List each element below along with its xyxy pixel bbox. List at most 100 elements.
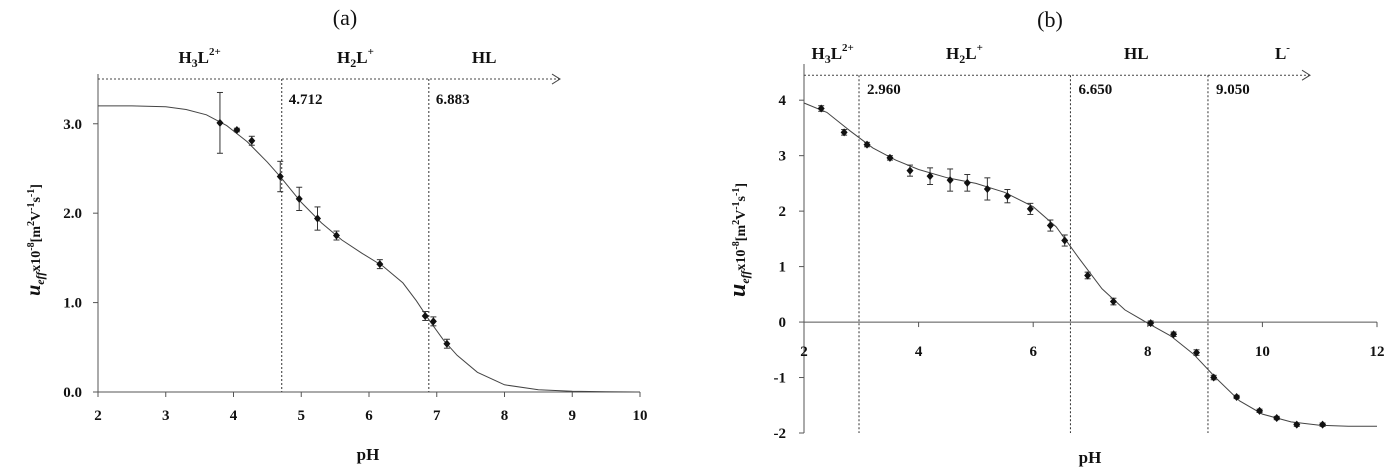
data-marker bbox=[886, 153, 894, 162]
data-marker bbox=[863, 140, 871, 149]
x-tick-label: 8 bbox=[501, 408, 509, 424]
data-point bbox=[1147, 319, 1155, 328]
data-marker bbox=[376, 260, 384, 269]
data-point bbox=[1256, 406, 1264, 415]
x-tick-label: 8 bbox=[1144, 344, 1152, 360]
data-point bbox=[1210, 373, 1218, 382]
data-marker bbox=[429, 317, 437, 326]
species-label: H2L+ bbox=[337, 46, 374, 70]
y-tick-label: 2.0 bbox=[63, 206, 82, 222]
pka-label: 2.960 bbox=[867, 82, 901, 98]
x-tick-label: 9 bbox=[569, 408, 577, 424]
y-tick-label: -2 bbox=[774, 426, 787, 442]
species-label: H2L+ bbox=[946, 42, 983, 66]
panel-label: (a) bbox=[333, 5, 357, 30]
y-tick-label: 4 bbox=[779, 93, 787, 109]
data-point bbox=[443, 338, 451, 349]
y-tick-label: 3 bbox=[779, 149, 787, 165]
data-point bbox=[1061, 234, 1069, 247]
y-tick-label: 2 bbox=[779, 204, 787, 220]
x-tick-label: 10 bbox=[633, 408, 648, 424]
data-marker bbox=[332, 231, 340, 240]
data-marker bbox=[233, 126, 241, 135]
data-point bbox=[1003, 188, 1011, 204]
x-tick-label: 12 bbox=[1370, 344, 1385, 360]
data-point bbox=[1084, 271, 1092, 280]
data-marker bbox=[314, 214, 322, 223]
data-marker bbox=[840, 128, 848, 137]
species-axis-arrow-icon bbox=[551, 73, 561, 85]
data-marker bbox=[906, 166, 914, 175]
data-marker bbox=[276, 172, 284, 181]
data-point bbox=[429, 316, 437, 327]
data-marker bbox=[1273, 414, 1281, 423]
data-marker bbox=[1256, 406, 1264, 415]
data-point bbox=[1109, 297, 1117, 306]
x-tick-label: 7 bbox=[433, 408, 441, 424]
data-point bbox=[421, 311, 429, 321]
data-marker bbox=[1233, 392, 1241, 401]
data-point bbox=[1273, 414, 1281, 423]
data-marker bbox=[1193, 348, 1201, 357]
y-tick-label: 0.0 bbox=[63, 385, 82, 401]
species-label: H3L2+ bbox=[178, 46, 220, 70]
data-marker bbox=[248, 136, 256, 145]
y-tick-label: 3.0 bbox=[63, 117, 82, 133]
y-tick-label: 1.0 bbox=[63, 296, 82, 312]
data-marker bbox=[926, 172, 934, 181]
y-tick-label: -1 bbox=[774, 371, 787, 387]
data-marker bbox=[1046, 221, 1054, 230]
data-point bbox=[963, 174, 971, 192]
x-tick-label: 5 bbox=[298, 408, 306, 424]
data-point bbox=[1319, 420, 1327, 429]
data-point bbox=[248, 135, 256, 146]
data-marker bbox=[946, 176, 954, 185]
data-marker bbox=[1210, 373, 1218, 382]
y-tick-label: 1 bbox=[779, 260, 787, 276]
x-tick-label: 4 bbox=[915, 344, 923, 360]
species-label: L- bbox=[1275, 42, 1290, 63]
data-point bbox=[376, 259, 384, 270]
data-point bbox=[1293, 420, 1301, 429]
data-point bbox=[886, 153, 894, 162]
fit-curve-line bbox=[803, 102, 1377, 427]
data-point bbox=[817, 104, 825, 113]
pka-label: 6.883 bbox=[436, 92, 470, 108]
data-point bbox=[906, 164, 914, 177]
data-point bbox=[216, 91, 224, 154]
data-point bbox=[295, 186, 303, 211]
data-point bbox=[332, 230, 340, 241]
x-axis-label: pH bbox=[1079, 448, 1102, 467]
data-marker bbox=[216, 118, 224, 127]
data-marker bbox=[963, 178, 971, 187]
data-point bbox=[1170, 330, 1178, 339]
data-point bbox=[276, 160, 284, 193]
data-marker bbox=[1003, 192, 1011, 201]
data-point bbox=[840, 128, 848, 137]
data-marker bbox=[1061, 236, 1069, 245]
species-label: HL bbox=[1124, 44, 1149, 63]
data-marker bbox=[1026, 204, 1034, 213]
data-marker bbox=[1170, 330, 1178, 339]
data-marker bbox=[1109, 297, 1117, 306]
data-point bbox=[1026, 202, 1034, 215]
data-point bbox=[926, 167, 934, 185]
data-point bbox=[983, 177, 991, 201]
data-marker bbox=[295, 194, 303, 203]
x-tick-label: 6 bbox=[365, 408, 373, 424]
data-point bbox=[1233, 392, 1241, 401]
x-tick-label: 2 bbox=[94, 408, 102, 424]
panel-label: (b) bbox=[1037, 7, 1063, 32]
data-marker bbox=[1084, 271, 1092, 280]
fit-curve-line bbox=[98, 105, 641, 393]
data-point bbox=[1046, 219, 1054, 232]
y-tick-label: 0 bbox=[779, 315, 787, 331]
pka-label: 9.050 bbox=[1216, 82, 1250, 98]
data-point bbox=[863, 140, 871, 149]
pka-label: 4.712 bbox=[289, 92, 323, 108]
data-marker bbox=[817, 104, 825, 113]
data-marker bbox=[421, 312, 429, 320]
y-axis-label: ueffx10-8[m2V-1s-1] bbox=[23, 184, 47, 296]
